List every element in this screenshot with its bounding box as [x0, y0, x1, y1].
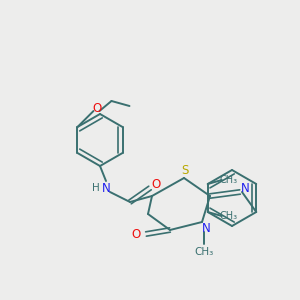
Text: N: N	[202, 221, 210, 235]
Text: N: N	[102, 182, 110, 194]
Text: H: H	[92, 183, 100, 193]
Text: S: S	[181, 164, 189, 176]
Text: O: O	[93, 101, 102, 115]
Text: O: O	[152, 178, 160, 191]
Text: N: N	[241, 182, 249, 194]
Text: CH₃: CH₃	[220, 175, 238, 185]
Text: CH₃: CH₃	[194, 247, 214, 257]
Text: O: O	[131, 227, 141, 241]
Text: CH₃: CH₃	[220, 211, 238, 221]
